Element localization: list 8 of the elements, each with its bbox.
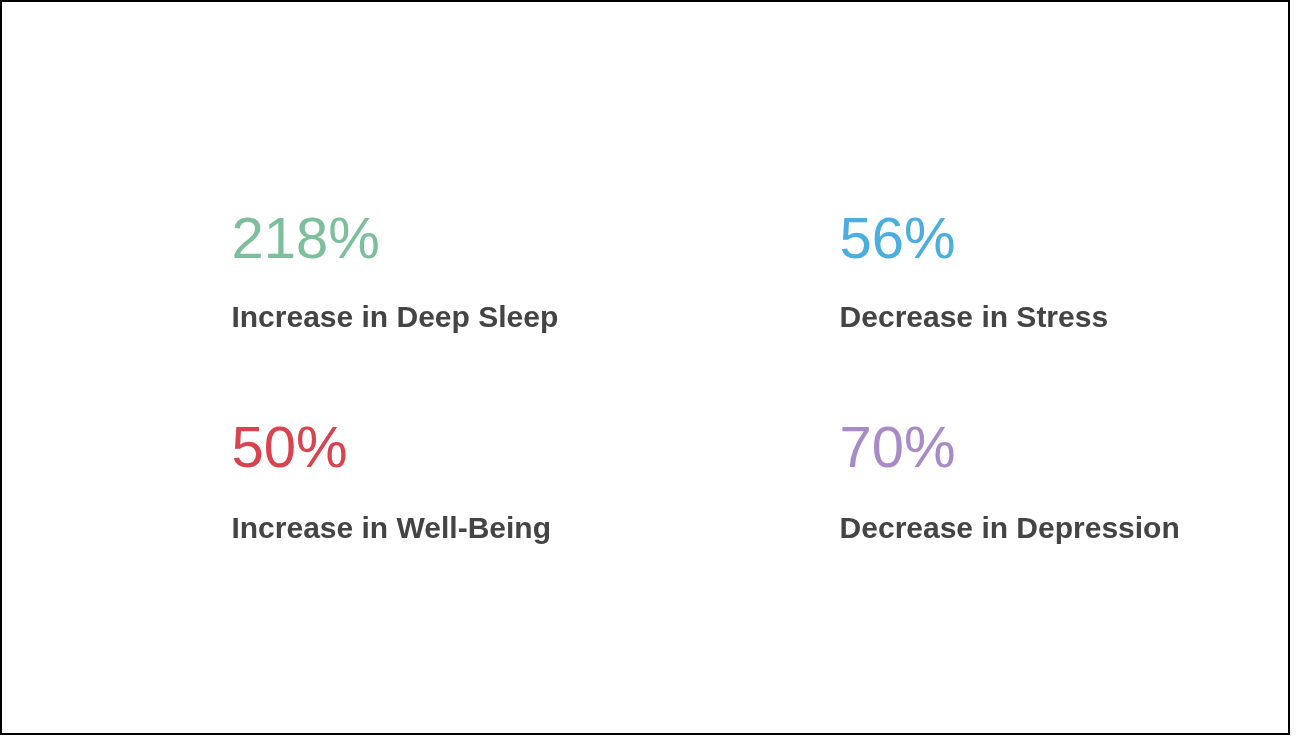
data-label: 218% xyxy=(231,204,380,270)
category-label: Decrease in Depression xyxy=(839,511,1180,545)
data-label: 70% xyxy=(839,413,956,479)
data-label: 56% xyxy=(839,204,956,270)
category-label: Increase in Well-Being xyxy=(231,511,551,545)
category-label: Decrease in Stress xyxy=(839,300,1109,334)
category-label: Increase in Deep Sleep xyxy=(231,300,559,334)
data-label: 50% xyxy=(231,413,348,479)
